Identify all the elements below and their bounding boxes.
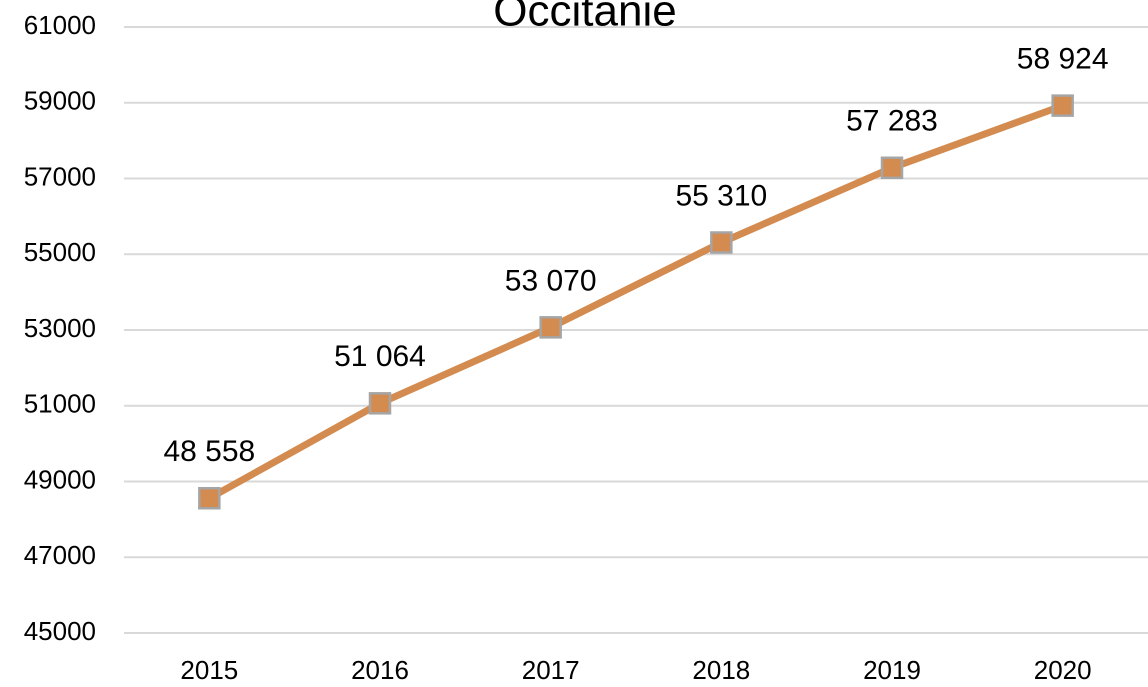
- y-tick-label: 57000: [24, 161, 96, 191]
- marker: [198, 486, 221, 510]
- x-tick-label: 2015: [180, 655, 238, 685]
- data-label: 55 310: [675, 179, 767, 212]
- x-tick-label: 2018: [692, 655, 750, 685]
- marker: [1051, 94, 1074, 117]
- data-label: 51 064: [334, 340, 426, 373]
- x-tick-label: 2016: [351, 655, 409, 685]
- y-tick-label: 45000: [24, 616, 96, 646]
- x-tick-label: 2020: [1034, 655, 1092, 685]
- marker: [539, 316, 562, 339]
- y-tick-label: 49000: [24, 464, 96, 494]
- y-tick-label: 47000: [24, 540, 96, 570]
- y-tick-label: 51000: [24, 389, 96, 419]
- y-tick-label: 53000: [24, 313, 96, 343]
- y-tick-label: 55000: [24, 237, 96, 267]
- x-tick-label: 2019: [863, 655, 921, 685]
- data-label: 58 924: [1017, 43, 1109, 76]
- marker: [368, 392, 392, 415]
- marker: [710, 231, 733, 254]
- y-tick-label: 61000: [24, 10, 96, 40]
- line: [207, 102, 1064, 502]
- y-tick-label: 59000: [24, 86, 96, 116]
- data-label: 48 558: [163, 435, 255, 468]
- data-label: 57 283: [846, 105, 938, 138]
- chart-title: Occitanie: [493, 0, 676, 36]
- marker: [880, 156, 904, 180]
- x-tick-label: 2017: [522, 655, 580, 685]
- data-label: 53 070: [505, 264, 597, 297]
